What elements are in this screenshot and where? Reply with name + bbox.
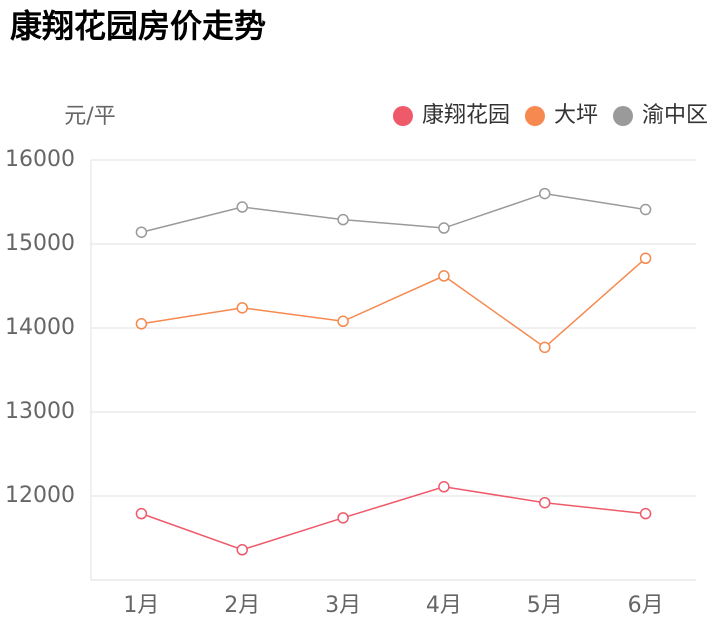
y-axis-label: 元/平 [64, 104, 115, 129]
series-line [141, 192, 646, 233]
data-point [539, 496, 551, 509]
data-point [236, 302, 248, 314]
data-point [539, 187, 551, 200]
data-point [135, 226, 148, 238]
legend-label: 渝中区 [642, 103, 708, 128]
x-tick-label: 3月 [325, 593, 361, 618]
series-line [141, 257, 647, 349]
chart-title: 康翔花园房价走势 [10, 7, 266, 45]
x-tick-label: 1月 [123, 593, 159, 618]
data-point [337, 315, 349, 328]
y-tick-label: 12000 [5, 483, 75, 508]
data-point [135, 507, 148, 520]
y-tick-label: 15000 [5, 231, 75, 256]
legend-marker [524, 106, 545, 126]
data-point [539, 341, 551, 354]
data-point [236, 201, 248, 213]
y-tick-label: 13000 [5, 399, 75, 424]
x-tick-label: 6月 [628, 593, 664, 618]
legend-label: 大坪 [554, 103, 598, 128]
data-point [438, 481, 450, 493]
y-tick-label: 14000 [5, 315, 75, 340]
x-tick-label: 5月 [527, 593, 563, 618]
y-tick-label: 16000 [5, 147, 75, 172]
legend-marker [392, 106, 413, 126]
data-point [337, 213, 349, 226]
data-point [135, 318, 148, 330]
x-tick-label: 4月 [426, 593, 462, 618]
x-tick-label: 2月 [224, 593, 260, 618]
legend-label: 康翔花园 [422, 103, 510, 128]
data-point [438, 270, 450, 282]
series-line [141, 485, 646, 551]
data-point [236, 544, 248, 556]
data-point [438, 222, 450, 234]
data-point [639, 507, 652, 520]
data-point [639, 252, 652, 265]
data-point [639, 203, 652, 216]
legend-marker [612, 106, 633, 126]
data-point [337, 512, 349, 524]
